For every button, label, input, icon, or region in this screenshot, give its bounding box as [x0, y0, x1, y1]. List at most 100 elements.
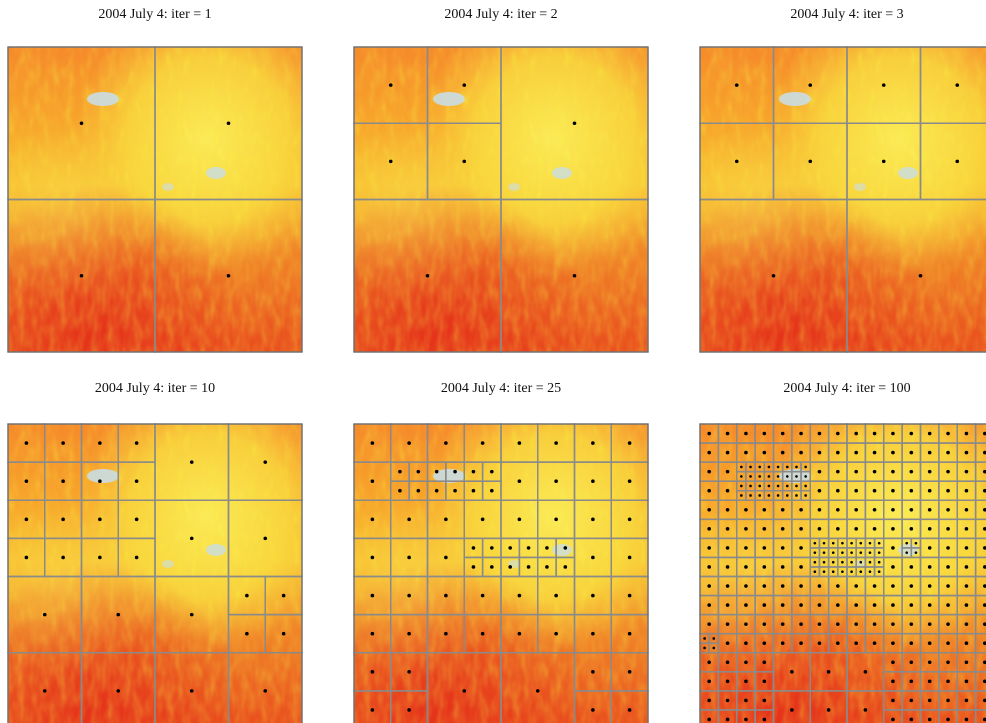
cell-center	[554, 479, 558, 483]
cell-center	[444, 631, 448, 636]
cell-center	[471, 469, 476, 474]
panel	[7, 423, 303, 723]
cell-center	[850, 541, 853, 545]
cell-center	[983, 565, 986, 569]
cell-center	[762, 717, 767, 722]
cell-center	[42, 612, 47, 617]
cell-center	[780, 527, 785, 531]
cell-center	[799, 622, 803, 626]
cell-center	[817, 584, 822, 588]
cell-center	[398, 488, 402, 493]
cell-center	[891, 584, 895, 588]
cell-center	[725, 603, 730, 607]
cell-center	[517, 517, 522, 522]
cell-center	[822, 551, 826, 554]
cell-center	[762, 641, 767, 646]
cell-center	[707, 431, 711, 436]
cell-center	[563, 565, 568, 569]
cell-center	[627, 708, 632, 712]
panel-title: 2004 July 4: iter = 3	[790, 7, 903, 22]
cell-center	[854, 450, 858, 455]
cell-center	[707, 488, 711, 493]
cell-center	[61, 479, 65, 483]
cell-center	[712, 646, 716, 650]
cell-center	[836, 488, 840, 493]
cell-center	[799, 450, 803, 455]
cell-center	[591, 708, 595, 712]
cell-center	[725, 641, 730, 646]
panels: 2004 July 4: iter = 1 2004 July 4: iter =…	[7, 7, 986, 723]
cell-center	[744, 641, 748, 646]
cell-center	[841, 570, 844, 574]
cell-center	[795, 475, 798, 478]
cell-center	[983, 698, 986, 703]
cell-center	[799, 507, 803, 512]
cell-center	[744, 660, 748, 665]
cell-center	[983, 603, 986, 607]
cell-center	[407, 441, 411, 445]
cell-center	[955, 159, 960, 164]
cell-center	[983, 507, 986, 512]
cell-center	[98, 441, 102, 445]
cell-center	[927, 431, 932, 436]
cell-center	[799, 431, 803, 436]
cell-center	[740, 484, 743, 488]
cell-center	[831, 551, 835, 554]
cell-center	[927, 507, 932, 512]
cell-center	[370, 708, 375, 712]
cell-center	[877, 541, 881, 545]
cell-center	[983, 641, 986, 646]
cell-center	[854, 488, 858, 493]
cell-center	[799, 641, 803, 646]
cell-center	[749, 475, 752, 478]
cell-center	[946, 488, 950, 493]
cell-center	[744, 622, 748, 626]
panel-border	[353, 423, 649, 723]
cell-center	[407, 517, 411, 522]
cell-center	[964, 584, 969, 588]
cell-center	[444, 593, 448, 598]
cell-center	[854, 584, 858, 588]
cell-center	[804, 465, 807, 469]
cell-center	[946, 507, 950, 512]
cell-center	[854, 469, 858, 474]
cell-center	[725, 660, 730, 665]
cell-center	[416, 469, 421, 474]
cell-center	[407, 670, 411, 674]
cell-center	[42, 689, 47, 693]
cell-center	[836, 507, 840, 512]
cell-center	[189, 460, 194, 464]
cell-center	[822, 570, 826, 574]
cell-center	[891, 450, 895, 455]
cell-center	[891, 527, 895, 531]
cell-center	[444, 517, 448, 522]
cell-center	[817, 488, 822, 493]
cell-center	[776, 494, 780, 497]
cell-center	[462, 159, 467, 164]
cell-center	[471, 565, 476, 569]
cell-center	[909, 507, 914, 512]
cell-center	[189, 612, 194, 617]
cell-center	[909, 431, 914, 436]
cell-center	[877, 551, 881, 554]
cell-center	[462, 83, 467, 87]
cell-center	[627, 593, 632, 598]
cell-center	[822, 541, 826, 545]
cell-center	[841, 541, 844, 545]
cell-center	[927, 469, 932, 474]
cell-center	[881, 83, 886, 87]
cell-center	[591, 555, 595, 560]
cell-center	[859, 541, 863, 545]
cell-center	[813, 551, 817, 554]
cell-center	[370, 631, 375, 636]
cell-center	[850, 560, 853, 564]
cell-center	[707, 584, 711, 588]
cell-center	[471, 488, 476, 493]
cell-center	[964, 469, 969, 474]
cell-center	[826, 708, 831, 712]
cell-center	[776, 475, 780, 478]
cell-center	[854, 431, 858, 436]
cell-center	[407, 593, 411, 598]
cell-center	[707, 622, 711, 626]
cell-center	[744, 565, 748, 569]
